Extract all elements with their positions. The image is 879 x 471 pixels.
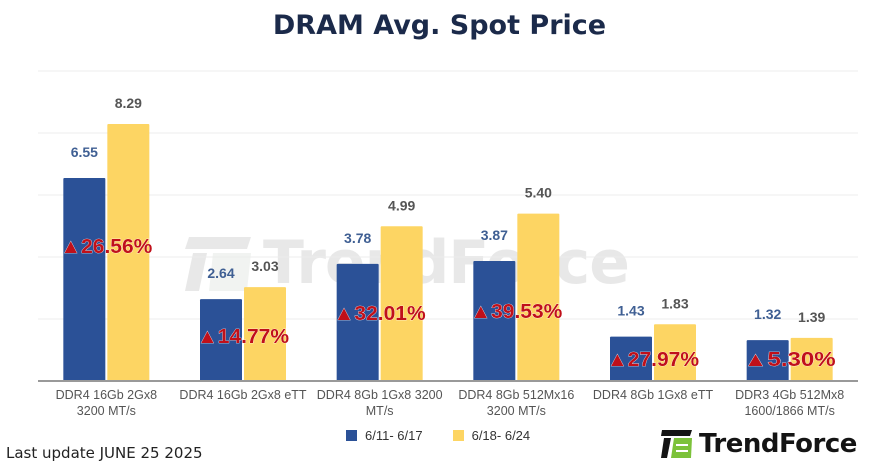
trendforce-logo: TrendForce	[661, 428, 857, 460]
trendforce-logo-icon	[661, 430, 692, 458]
x-tick-label: DDR4 16Gb 2Gx8	[56, 388, 157, 402]
legend-item-series-1: 6/11- 6/17	[346, 428, 423, 443]
legend: 6/11- 6/17 6/18- 6/24	[346, 428, 530, 443]
legend-label: 6/18- 6/24	[471, 428, 531, 443]
x-tick-label: DDR3 4Gb 512Mx8	[735, 388, 844, 402]
data-label: 8.29	[115, 95, 142, 111]
chart-title: DRAM Avg. Spot Price	[272, 10, 607, 41]
data-label: 4.99	[388, 197, 415, 213]
legend-swatch	[452, 430, 464, 441]
change-annotation: ▲27.97%	[607, 349, 699, 371]
data-label: 3.87	[481, 227, 508, 243]
data-label: 1.43	[617, 303, 644, 319]
bars	[63, 124, 833, 381]
bar-series-2	[244, 287, 286, 381]
x-tick-labels: DDR4 16Gb 2Gx8 3200 MT/s DDR4 16Gb 2Gx8 eT…	[56, 388, 845, 418]
bar-series-1	[200, 299, 242, 381]
legend-item-series-2: 6/18- 6/24	[452, 428, 531, 443]
x-tick-label: 3200 MT/s	[77, 404, 136, 418]
x-tick-label: DDR4 8Gb 512Mx16	[458, 388, 574, 402]
data-label: 2.64	[207, 265, 234, 281]
x-tick-label: 1600/1866 MT/s	[744, 404, 834, 418]
data-label: 6.55	[71, 144, 98, 160]
x-tick-label: 3200 MT/s	[487, 404, 546, 418]
bar-series-1	[746, 340, 789, 381]
value-labels: 6.55 8.29 2.64 3.03 3.78 4.99 3.87 5.40 1.43 1.83…	[71, 95, 826, 325]
change-annotation: ▲32.01%	[334, 303, 426, 325]
change-annotations: ▲26.56% ▲14.77% ▲32.01% ▲39.53% ▲27.97% ▲5.30…	[60, 236, 836, 372]
x-tick-label: MT/s	[366, 404, 394, 418]
bar-series-2	[790, 337, 833, 381]
legend-label: 6/11- 6/17	[365, 428, 423, 443]
x-tick-label: DDR4 8Gb 1Gx8 3200	[317, 388, 443, 402]
legend-swatch	[346, 430, 357, 441]
change-annotation: ▲26.56%	[60, 236, 152, 258]
bar-series-2	[517, 213, 560, 381]
bar-series-1	[336, 263, 379, 381]
change-annotation: ▲14.77%	[197, 326, 289, 348]
bar-series-1	[610, 336, 652, 381]
data-label: 3.03	[251, 258, 278, 274]
bar-series-1	[473, 261, 516, 381]
data-label: 1.83	[661, 295, 688, 311]
x-tick-label: DDR4 8Gb 1Gx8 eTT	[593, 388, 714, 402]
change-annotation: ▲5.30%	[744, 349, 836, 371]
bar-series-2	[654, 324, 696, 381]
bar-series-2	[380, 226, 423, 381]
last-update-text: Last update JUNE 25 2025	[6, 444, 203, 462]
logo-text: TrendForce	[699, 429, 857, 459]
data-label: 5.40	[525, 185, 552, 201]
change-annotation: ▲39.53%	[470, 301, 562, 323]
data-label: 1.39	[798, 309, 825, 325]
data-label: 1.32	[754, 306, 781, 322]
bar-series-2	[107, 124, 150, 381]
data-label: 3.78	[344, 230, 371, 246]
bar-series-1	[63, 177, 106, 381]
gridlines	[38, 70, 858, 320]
x-tick-label: DDR4 16Gb 2Gx8 eTT	[179, 388, 306, 402]
